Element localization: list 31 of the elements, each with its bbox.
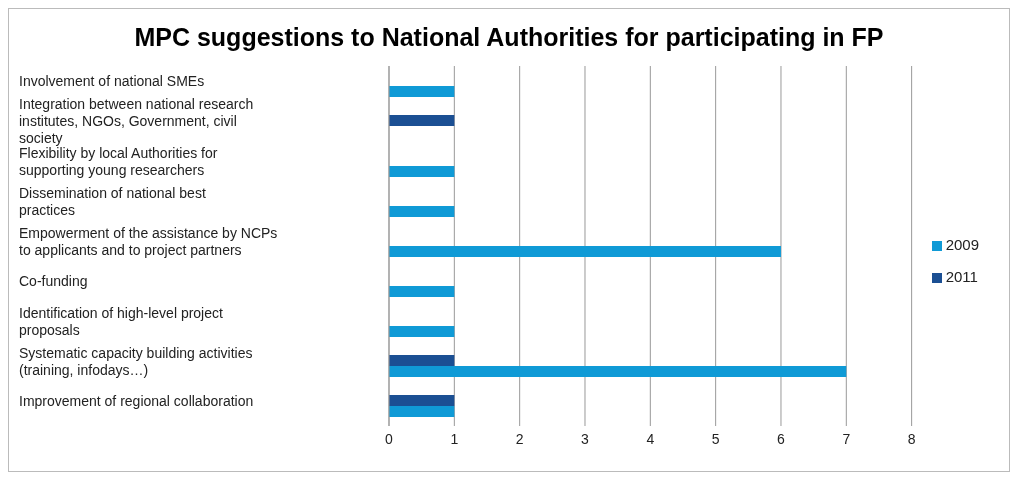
bar xyxy=(389,406,455,417)
x-tick-label: 0 xyxy=(385,430,394,447)
bar xyxy=(389,326,455,337)
bar xyxy=(389,286,455,297)
y-tick-label: Improvement of regional collaboration xyxy=(19,392,254,409)
x-tick-label: 2 xyxy=(515,430,524,447)
y-tick-label: Empowerment of the assistance by NCPs to applicants and to project partners xyxy=(19,224,278,258)
x-tick-label: 4 xyxy=(646,430,655,447)
x-tick-label: 8 xyxy=(907,430,916,447)
bar xyxy=(389,115,455,126)
bar xyxy=(389,246,781,257)
bar xyxy=(389,166,455,177)
legend-label: 2009 xyxy=(945,236,979,253)
chart-title: MPC suggestions to National Authorities for participating in FP xyxy=(133,22,885,53)
y-tick-label: Dissemination of national best practices xyxy=(19,184,206,218)
x-tick-label: 3 xyxy=(581,430,590,447)
y-tick-label: Involvement of national SMEs xyxy=(19,72,205,89)
y-tick-label: Identification of high-level project proposals xyxy=(19,304,224,338)
x-tick-label: 7 xyxy=(842,430,851,447)
x-tick-label: 1 xyxy=(450,430,459,447)
legend-label: 2011 xyxy=(945,268,978,285)
bar xyxy=(389,395,455,406)
bar xyxy=(389,206,455,217)
y-tick-label: Co-funding xyxy=(19,272,88,289)
bar xyxy=(389,86,455,97)
x-tick-label: 5 xyxy=(711,430,720,447)
y-tick-label: Systematic capacity building activities (training, infodays…) xyxy=(19,344,253,378)
bar xyxy=(389,366,847,377)
bar xyxy=(389,355,455,366)
y-tick-label: Integration between national research institutes, NGOs, Government, civil society xyxy=(19,95,254,146)
x-tick-label: 6 xyxy=(777,430,786,447)
